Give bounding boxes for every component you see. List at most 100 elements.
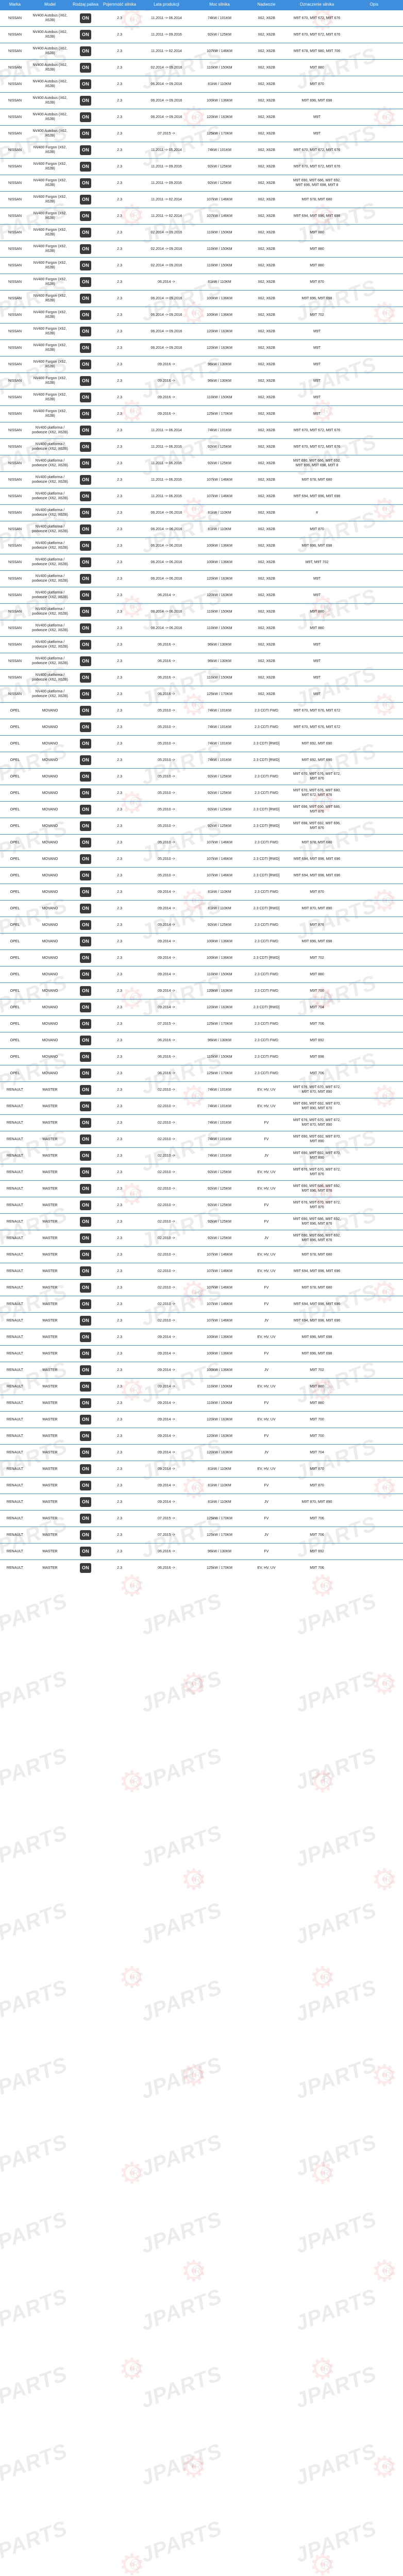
cell-marka: NISSAN xyxy=(0,520,30,538)
cell-power: 92kW / 125KM xyxy=(195,174,244,192)
column-header-body[interactable]: Nadwozie xyxy=(244,0,289,10)
cell-engine: M9T 670, M9T 672, M9T 676 xyxy=(289,438,345,455)
cell-cap: 2.3 xyxy=(101,59,138,76)
cell-fuel: ON xyxy=(70,207,101,225)
fuel-type-badge: ON xyxy=(79,1216,92,1227)
cell-years: 05.2010 -> xyxy=(138,834,195,851)
fuel-type-badge: ON xyxy=(79,1134,92,1144)
cell-desc xyxy=(345,471,403,488)
cell-desc xyxy=(345,1246,403,1263)
cell-marka: OPEL xyxy=(0,1048,30,1065)
cell-engine: M9T 696, M9T 698 xyxy=(289,1328,345,1346)
column-header-cap[interactable]: Pojemność silnika xyxy=(101,0,138,10)
cell-marka: RENAULT xyxy=(0,1213,30,1230)
table-row: OPEL MOVANO ON 2.3 06.2016 -> 110kW / 150KM 2.… xyxy=(0,1048,403,1065)
fuel-type-badge: ON xyxy=(79,1497,92,1507)
fuel-type-badge: ON xyxy=(79,1150,92,1161)
cell-model: NV400 platforma / podwozie (X62, X62B) xyxy=(30,438,70,455)
cell-marka: NISSAN xyxy=(0,636,30,653)
cell-power: 107kW / 146KM xyxy=(195,471,244,488)
watermark-text: JPARTS xyxy=(292,2284,380,2335)
watermark-text: JPARTS xyxy=(0,1897,71,1949)
cell-marka: OPEL xyxy=(0,1064,30,1082)
cell-body: FV xyxy=(244,1114,289,1131)
fuel-type-badge: ON xyxy=(79,1282,92,1293)
cell-marka: NISSAN xyxy=(0,158,30,175)
fuel-type-badge: ON xyxy=(79,953,92,963)
cell-power: 120kW / 163KM xyxy=(195,1411,244,1428)
cell-cap: 2.3 xyxy=(101,1147,138,1164)
cell-desc xyxy=(345,191,403,208)
fuel-type-badge: ON xyxy=(79,1332,92,1342)
cell-cap: 2.3 xyxy=(101,1279,138,1296)
cell-power: 120kW / 163KM xyxy=(195,108,244,126)
cell-desc xyxy=(345,1361,403,1379)
cell-desc xyxy=(345,421,403,439)
cell-marka: NISSAN xyxy=(0,273,30,291)
table-row: NISSAN NV400 Furgon (X62, X62B) ON 2.3 02.20… xyxy=(0,257,403,274)
cell-marka: NISSAN xyxy=(0,355,30,373)
cell-body: X62, X62B xyxy=(244,388,289,406)
cell-engine: M9T 876 xyxy=(289,916,345,934)
cell-marka: RENAULT xyxy=(0,1246,30,1263)
cell-model: MOVANO xyxy=(30,718,70,736)
cell-body: FV xyxy=(244,1130,289,1148)
fuel-type-badge: ON xyxy=(79,62,92,73)
cell-body: X62, X62B xyxy=(244,669,289,686)
cell-model: MASTER xyxy=(30,1147,70,1164)
watermark-text: JPARTS xyxy=(0,2284,71,2335)
cell-marka: RENAULT xyxy=(0,1295,30,1313)
cell-desc xyxy=(345,1328,403,1346)
cell-fuel: ON xyxy=(70,1196,101,1214)
table-row: OPEL MOVANO ON 2.3 05.2010 -> 92kW / 125KM 2.3… xyxy=(0,784,403,802)
watermark-text: JPARTS xyxy=(292,1588,380,1640)
cell-engine: M9T 702 xyxy=(289,1361,345,1379)
column-header-fuel[interactable]: Rodzaj paliwa xyxy=(70,0,101,10)
cell-years: 11.2011 -> 06.2016 xyxy=(138,454,195,472)
cell-years: 06.2014 -> xyxy=(138,273,195,291)
column-header-power[interactable]: Moc silnika xyxy=(195,0,244,10)
cell-model: NV400 platforma / podwozie (X62, X62B) xyxy=(30,504,70,521)
cell-desc xyxy=(345,1279,403,1296)
cell-marka: OPEL xyxy=(0,801,30,818)
cell-desc xyxy=(345,784,403,802)
cell-marka: OPEL xyxy=(0,718,30,736)
cell-model: NV400 platforma / podwozie (X62, X62B) xyxy=(30,685,70,703)
cell-fuel: ON xyxy=(70,817,101,835)
cell-fuel: ON xyxy=(70,1180,101,1197)
table-row: OPEL MOVANO ON 2.3 09.2014 -> 81kW / 110KM 2.3… xyxy=(0,883,403,901)
cell-years: 11.2011 -> 06.2014 xyxy=(151,16,182,20)
cell-fuel: ON xyxy=(70,339,101,357)
fuel-type-badge: ON xyxy=(79,310,92,320)
column-header-engine[interactable]: Oznaczenie silnika xyxy=(289,0,345,10)
cell-fuel: ON xyxy=(70,1048,101,1065)
cell-model: MOVANO xyxy=(30,982,70,999)
cell-model: MASTER xyxy=(30,1444,70,1461)
cell-engine: M9T 700 xyxy=(289,1411,345,1428)
cell-desc xyxy=(345,438,403,455)
cell-fuel: ON xyxy=(70,224,101,241)
table-row: RENAULT MASTER ON 2.3 02.2010 -> 107kW / 146K… xyxy=(0,1262,403,1280)
cell-model: MASTER xyxy=(30,1328,70,1346)
cell-body: X62, X62B xyxy=(244,636,289,653)
gear-icon: ⚙ xyxy=(119,2157,145,2190)
cell-marka: NISSAN xyxy=(0,26,30,43)
cell-desc xyxy=(345,42,403,60)
cell-years: 02.2010 -> xyxy=(138,1295,195,1313)
cell-desc xyxy=(345,1048,403,1065)
cell-marka: NISSAN xyxy=(0,652,30,670)
cell-power: 120kW / 163KM xyxy=(195,323,244,340)
registered-mark-icon: ® xyxy=(382,1675,394,1692)
table-row: RENAULT MASTER ON 2.3 06.2016 -> 125kW / 170K… xyxy=(0,1559,403,1576)
cell-marka: OPEL xyxy=(0,982,30,999)
cell-years: 11.2011 -> 05.2014 xyxy=(138,141,195,159)
column-header-years[interactable]: Lata produkcji xyxy=(138,0,195,10)
cell-power: 107kW / 146KM xyxy=(195,1295,244,1313)
column-header-model[interactable]: Model xyxy=(30,0,70,10)
cell-engine: M9T 694, M9T 698, M9T 696 xyxy=(289,1312,345,1329)
cell-power: 96kW / 130KM xyxy=(195,355,244,373)
cell-desc xyxy=(345,26,403,43)
fuel-type-badge: ON xyxy=(79,986,92,996)
column-header-marka[interactable]: Marka xyxy=(0,0,30,10)
column-header-desc[interactable]: Opis xyxy=(345,0,403,10)
